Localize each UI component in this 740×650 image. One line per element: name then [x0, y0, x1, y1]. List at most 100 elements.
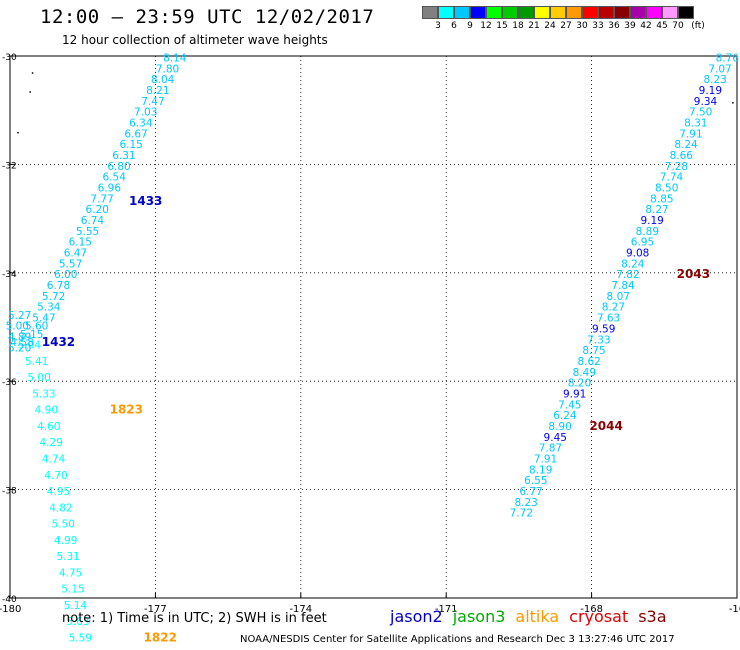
wave-height-value: 5.14: [64, 600, 88, 612]
wave-height-value: 4.74: [42, 454, 66, 466]
wave-height-value: 8.49: [573, 367, 596, 379]
wave-height-value: 8.21: [146, 85, 169, 97]
pass-time-label: 1823: [110, 403, 143, 417]
wave-height-value: 4.89: [8, 332, 31, 344]
wave-height-value: 7.87: [539, 443, 562, 455]
x-tick-label: -174: [289, 604, 312, 615]
wave-height-value: 6.15: [119, 139, 142, 151]
legend-item-altika: altika: [515, 607, 560, 626]
wave-height-value: 4.29: [40, 437, 63, 449]
y-tick-label: -38: [2, 487, 17, 497]
wave-height-value: 7.03: [134, 107, 157, 119]
wave-height-value: 8.07: [607, 291, 630, 303]
wave-height-value: 7.07: [708, 63, 731, 75]
wave-height-value: 5.15: [20, 329, 43, 341]
color-scale-label: 36: [608, 21, 620, 31]
wave-height-value: 8.24: [621, 258, 645, 270]
island-speck: [31, 72, 34, 74]
wave-height-value: 8.24: [674, 139, 698, 151]
wave-height-value: 8.62: [577, 356, 600, 368]
wave-height-value: 8.50: [655, 183, 678, 195]
x-tick-label: -177: [144, 604, 167, 615]
map-title: 12:00 – 23:59 UTC 12/02/2017: [40, 6, 375, 28]
wave-height-value: 9.19: [640, 215, 663, 227]
wave-height-value: 9.59: [592, 323, 615, 335]
color-swatch: [598, 6, 614, 19]
wave-height-value: 6.74: [81, 215, 105, 227]
mission-legend: jason2 jason3 altika cryosat s3a: [390, 607, 677, 626]
y-tick-label: -36: [2, 378, 17, 388]
wave-height-value: 6.96: [98, 183, 122, 195]
wave-height-value: 8.19: [529, 464, 552, 476]
wave-height-value: 4.82: [49, 502, 72, 514]
x-tick-label: -180: [0, 604, 21, 615]
color-scale-label: 24: [544, 21, 556, 31]
wave-height-value: 9.91: [563, 388, 586, 400]
wave-height-value: 7.74: [660, 172, 684, 184]
wave-height-value: 6.78: [47, 280, 70, 292]
y-tick-label: -40: [2, 595, 17, 605]
legend-item-s3a: s3a: [638, 607, 667, 626]
color-swatch: [534, 6, 550, 19]
wave-height-value: 7.50: [689, 107, 712, 119]
color-scale-labels: 3 6 9 12 15 18 21 24 27 30 33 36 39 42 45 70 (ft): [422, 21, 740, 33]
wave-height-value: 7.28: [665, 161, 688, 173]
wave-height-value: 5.00: [27, 372, 50, 384]
color-scale-label: 12: [480, 21, 492, 31]
wave-height-value: 7.82: [616, 269, 639, 281]
wave-height-value: 6.95: [631, 237, 654, 249]
x-tick-label: -16: [729, 604, 740, 615]
pass-time-label: 1433: [129, 194, 162, 208]
wave-height-value: 5.27: [8, 310, 31, 322]
island-speck: [17, 131, 19, 134]
island-speck: [29, 91, 31, 93]
wave-height-value: 5.50: [52, 519, 75, 531]
wave-height-value: 5.72: [42, 291, 65, 303]
color-scale-label: 45: [656, 21, 668, 31]
wave-height-value: 5.41: [25, 356, 48, 368]
map-frame: [9, 55, 738, 599]
pass-time-label: 1822: [144, 630, 177, 644]
wave-height-value: 6.20: [86, 204, 109, 216]
wave-height-value: 4.70: [44, 470, 67, 482]
legend-item-jason2: jason2: [390, 607, 443, 626]
wave-height-value: 4.95: [47, 486, 70, 498]
wave-height-value: 5.55: [76, 226, 99, 238]
wave-height-value: 5.33: [32, 388, 55, 400]
wave-height-value: 8.89: [636, 226, 659, 238]
y-tick-label: -32: [2, 161, 17, 171]
color-swatch: [470, 6, 486, 19]
wave-height-value: 8.27: [645, 204, 668, 216]
color-scale-label: 33: [592, 21, 604, 31]
x-tick-label: -171: [435, 604, 458, 615]
wave-height-value: 5.00: [6, 321, 29, 333]
pass-time-label: 1432: [42, 335, 75, 349]
wave-height-value: 7.72: [510, 508, 533, 520]
color-swatch: [550, 6, 566, 19]
wave-height-value: 8.31: [684, 117, 707, 129]
wave-height-value: 4.58: [10, 337, 33, 349]
y-tick-label: -30: [2, 53, 17, 63]
wave-height-value: 4.60: [37, 421, 60, 433]
wave-height-value: 7.47: [141, 96, 164, 108]
color-scale-label: 42: [640, 21, 652, 31]
wave-height-value: 8.76: [716, 52, 740, 64]
wave-height-value: 5.57: [59, 258, 82, 270]
wave-height-value: 9.08: [626, 248, 649, 260]
wave-height-value: 8.23: [514, 497, 537, 509]
wave-height-value: 7.84: [611, 280, 635, 292]
pass-time-label: 2044: [589, 419, 622, 433]
wave-height-value: 8.66: [670, 150, 694, 162]
wave-height-value: 8.85: [650, 193, 673, 205]
wave-height-value: 9.19: [699, 85, 722, 97]
color-swatch: [582, 6, 598, 19]
color-scale-label: 70: [672, 21, 684, 31]
map-subtitle: 12 hour collection of altimeter wave hei…: [62, 33, 328, 47]
y-tick-label: -34: [2, 270, 17, 280]
wave-height-value: 8.90: [548, 421, 571, 433]
color-scale-label: 27: [560, 21, 572, 31]
color-swatch: [502, 6, 518, 19]
color-scale-bar: [422, 6, 694, 19]
wave-height-value: 6.24: [553, 410, 577, 422]
wave-height-value: 7.91: [679, 128, 702, 140]
